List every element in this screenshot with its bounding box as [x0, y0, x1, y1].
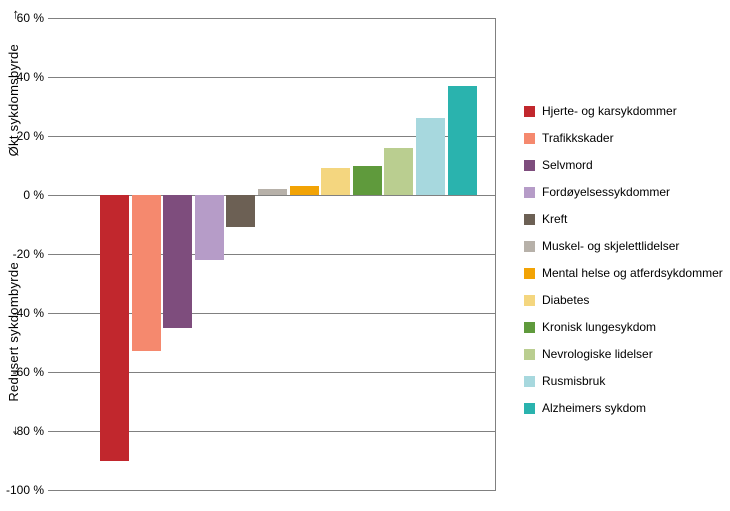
legend-item: Diabetes: [524, 293, 723, 307]
legend-swatch-icon: [524, 240, 535, 252]
gridline: [48, 254, 495, 255]
bar-2: [131, 195, 161, 352]
bar-3: [163, 195, 193, 328]
legend-label: Mental helse og atferdsykdommer: [542, 266, 723, 280]
legend-swatch-icon: [524, 159, 535, 171]
bar-12: [447, 85, 477, 195]
gridline: [48, 431, 495, 432]
legend-swatch-icon: [524, 348, 535, 360]
legend-item: Rusmisbruk: [524, 374, 723, 388]
bar-7: [289, 186, 319, 195]
legend-item: Mental helse og atferdsykdommer: [524, 266, 723, 280]
legend-item: Kronisk lungesykdom: [524, 320, 723, 334]
bar-9: [352, 165, 382, 195]
legend-label: Kronisk lungesykdom: [542, 320, 657, 334]
legend-item: Selvmord: [524, 158, 723, 172]
legend: Hjerte- og karsykdommer Trafikkskader Selv…: [524, 104, 723, 415]
bar-10: [384, 147, 414, 195]
gridline: [48, 372, 495, 373]
legend-swatch-icon: [524, 375, 535, 387]
legend-item: Kreft: [524, 212, 723, 226]
plot-right-border: [495, 18, 496, 491]
bar-1: [100, 195, 129, 461]
legend-label: Alzheimers sykdom: [542, 401, 647, 415]
y-tick-label: 40 %: [16, 70, 44, 84]
plot-area: [48, 18, 496, 491]
gridline: [48, 18, 495, 19]
legend-item: Nevrologiske lidelser: [524, 347, 723, 361]
legend-label: Selvmord: [542, 158, 593, 172]
bar-6: [258, 189, 287, 195]
legend-label: Trafikkskader: [542, 131, 614, 145]
legend-item: Fordøyelsessykdommer: [524, 185, 723, 199]
y-axis: 60 % 40 % 20 % 0 % -20 % -40 % -60 % -80 % -100 …: [0, 11, 44, 497]
legend-swatch-icon: [524, 105, 535, 117]
legend-label: Kreft: [542, 212, 568, 226]
legend-label: Rusmisbruk: [542, 374, 606, 388]
legend-swatch-icon: [524, 186, 535, 198]
legend-item: Alzheimers sykdom: [524, 401, 723, 415]
y-tick-label: 20 %: [16, 129, 44, 143]
bar-4: [194, 195, 224, 260]
legend-label: Nevrologiske lidelser: [542, 347, 653, 361]
legend-item: Hjerte- og karsykdommer: [524, 104, 723, 118]
legend-label: Fordøyelsessykdommer: [542, 185, 671, 199]
y-tick-label: -80 %: [12, 424, 44, 438]
legend-swatch-icon: [524, 132, 535, 144]
gridline: [48, 77, 495, 78]
gridline: [48, 313, 495, 314]
gridline: [48, 136, 495, 137]
y-tick-label: -20 %: [12, 247, 44, 261]
legend-item: Trafikkskader: [524, 131, 723, 145]
bar-5: [226, 195, 256, 228]
legend-swatch-icon: [524, 294, 535, 306]
y-tick-label: -100 %: [5, 483, 44, 497]
legend-label: Diabetes: [542, 293, 590, 307]
gridline: [48, 195, 495, 196]
y-tick-label: -60 %: [12, 365, 44, 379]
bar-8: [321, 168, 351, 195]
y-tick-label: 0 %: [23, 188, 44, 202]
legend-swatch-icon: [524, 321, 535, 333]
legend-swatch-icon: [524, 213, 535, 225]
gridline: [48, 490, 495, 491]
legend-swatch-icon: [524, 402, 535, 414]
legend-label: Muskel- og skjelettlidelser: [542, 239, 680, 253]
bar-11: [416, 118, 445, 195]
legend-item: Muskel- og skjelettlidelser: [524, 239, 723, 253]
y-tick-label: -40 %: [12, 306, 44, 320]
legend-swatch-icon: [524, 267, 535, 279]
y-tick-label: 60 %: [16, 11, 44, 25]
legend-label: Hjerte- og karsykdommer: [542, 104, 677, 118]
